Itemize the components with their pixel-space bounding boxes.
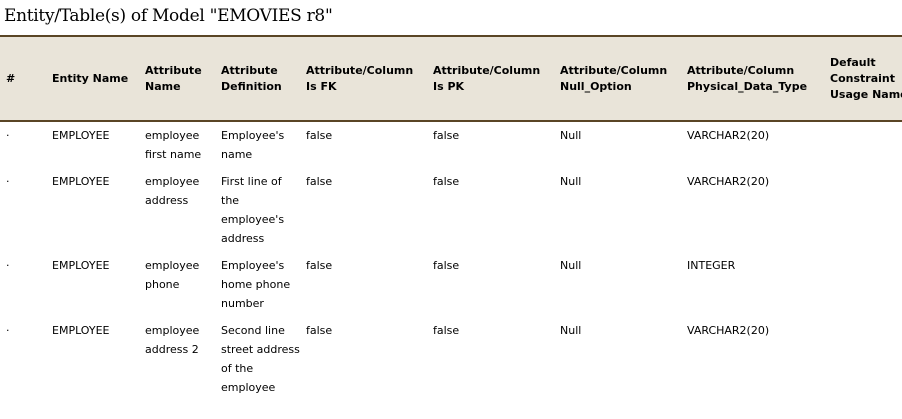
column-header-is-fk: Attribute/Column Is FK xyxy=(306,63,414,93)
cell-row-number: · xyxy=(6,175,10,188)
table-row: · EMPLOYEE employee address First line of t… xyxy=(0,168,902,252)
cell-attribute-name: employee address xyxy=(145,175,200,207)
cell-attribute-definition: Employee's name xyxy=(221,129,285,161)
cell-row-number: · xyxy=(6,259,10,272)
column-header-physical-data-type: Attribute/Column Physical_Data_Type xyxy=(687,63,808,93)
cell-attribute-definition: Second line street address of the employ… xyxy=(221,324,300,394)
cell-is-pk: false xyxy=(433,324,460,337)
cell-entity-name: EMPLOYEE xyxy=(52,259,110,272)
cell-attribute-name: employee phone xyxy=(145,259,200,291)
table-row: · EMPLOYEE employee phone Employee's home p… xyxy=(0,252,902,317)
cell-null-option: Null xyxy=(560,129,582,142)
cell-null-option: Null xyxy=(560,175,582,188)
column-header-number: # xyxy=(6,71,16,85)
cell-null-option: Null xyxy=(560,324,582,337)
cell-entity-name: EMPLOYEE xyxy=(52,129,110,142)
cell-physical-data-type: VARCHAR2(20) xyxy=(687,129,770,142)
table-row: · EMPLOYEE employee first name Employee's n… xyxy=(0,121,902,168)
cell-is-pk: false xyxy=(433,175,460,188)
cell-entity-name: EMPLOYEE xyxy=(52,324,110,337)
cell-row-number: · xyxy=(6,324,10,337)
cell-is-pk: false xyxy=(433,129,460,142)
cell-physical-data-type: VARCHAR2(20) xyxy=(687,175,770,188)
cell-is-fk: false xyxy=(306,175,333,188)
cell-default-constraint xyxy=(824,317,902,401)
column-header-null-option: Attribute/Column Null_Option xyxy=(560,63,668,93)
page-title: Entity/Table(s) of Model "EMOVIES r8" xyxy=(4,6,333,26)
column-header-entity-name: Entity Name xyxy=(52,71,129,85)
column-header-attribute-name: Attribute Name xyxy=(145,63,202,93)
column-header-default-constraint: Default Constraint Usage Name xyxy=(830,55,902,101)
column-header-attribute-definition: Attribute Definition xyxy=(221,63,282,93)
cell-is-fk: false xyxy=(306,129,333,142)
cell-physical-data-type: INTEGER xyxy=(687,259,736,272)
cell-is-pk: false xyxy=(433,259,460,272)
cell-entity-name: EMPLOYEE xyxy=(52,175,110,188)
entity-attribute-table: # Entity Name Attribute Name Attribute D… xyxy=(0,35,902,401)
cell-default-constraint xyxy=(824,252,902,317)
table-header-row: # Entity Name Attribute Name Attribute D… xyxy=(0,36,902,121)
cell-default-constraint xyxy=(824,168,902,252)
cell-attribute-name: employee first name xyxy=(145,129,202,161)
cell-default-constraint xyxy=(824,121,902,168)
cell-attribute-definition: First line of the employee's address xyxy=(221,175,285,245)
cell-is-fk: false xyxy=(306,259,333,272)
cell-row-number: · xyxy=(6,129,10,142)
table-row: · EMPLOYEE employee address 2 Second line s… xyxy=(0,317,902,401)
cell-null-option: Null xyxy=(560,259,582,272)
cell-attribute-definition: Employee's home phone number xyxy=(221,259,291,310)
column-header-is-pk: Attribute/Column Is PK xyxy=(433,63,541,93)
cell-is-fk: false xyxy=(306,324,333,337)
cell-physical-data-type: VARCHAR2(20) xyxy=(687,324,770,337)
cell-attribute-name: employee address 2 xyxy=(145,324,200,356)
